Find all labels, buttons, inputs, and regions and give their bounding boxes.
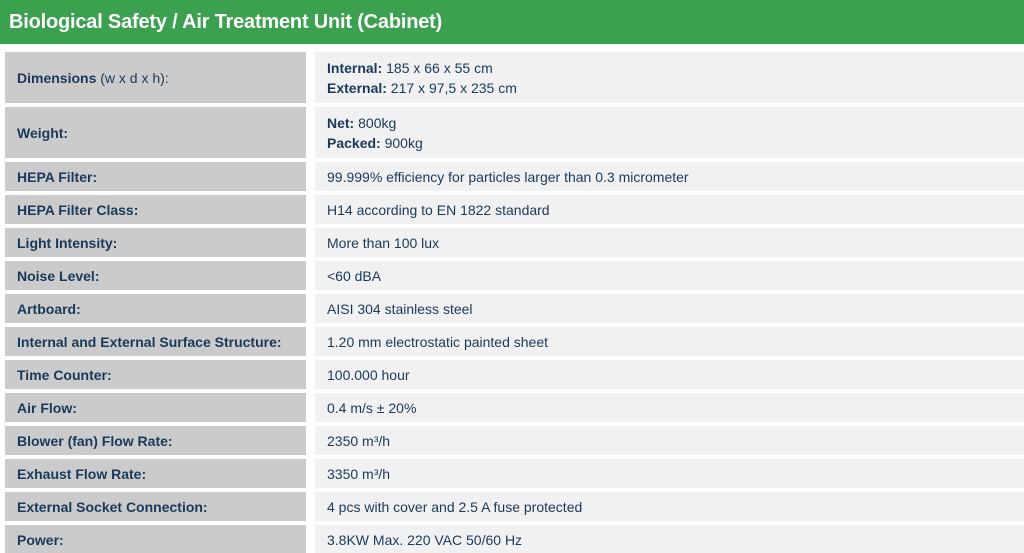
spec-value-line: AISI 304 stainless steel [327,300,473,317]
spec-value: 0.4 m/s ± 20% [315,393,1024,422]
spec-row: Weight: Net: 800kg Packed: 900kg [0,107,1024,158]
spec-label: Weight: [5,107,306,158]
spec-value: Internal: 185 x 66 x 55 cm External: 217 … [315,52,1024,103]
spec-value-prefix: External: [327,79,387,96]
page-title: Biological Safety / Air Treatment Unit (… [9,10,443,33]
spec-row: Light Intensity: More than 100 lux [0,228,1024,257]
spec-label: Blower (fan) Flow Rate: [5,426,306,455]
spec-value: 100.000 hour [315,360,1024,389]
spec-label-bold: Exhaust Flow Rate: [17,465,147,482]
spec-label: Light Intensity: [5,228,306,257]
spec-row: Internal and External Surface Structure:… [0,327,1024,356]
spec-label-bold: HEPA Filter Class: [17,201,139,218]
spec-label: External Socket Connection: [5,492,306,521]
spec-value-line: External: 217 x 97,5 x 235 cm [327,79,517,96]
spec-label: Dimensions (w x d x h): [5,52,306,103]
spec-label-bold: Noise Level: [17,267,100,284]
spec-label: Exhaust Flow Rate: [5,459,306,488]
spec-value: 3.8KW Max. 220 VAC 50/60 Hz [315,525,1024,553]
header-bar: Biological Safety / Air Treatment Unit (… [0,0,1024,44]
spec-value-line: Internal: 185 x 66 x 55 cm [327,59,493,76]
spec-row: HEPA Filter Class: H14 according to EN 1… [0,195,1024,224]
spec-value-line: 100.000 hour [327,366,410,383]
spec-value-prefix: Net: [327,114,355,131]
spec-row: Time Counter: 100.000 hour [0,360,1024,389]
spec-label-bold: Artboard: [17,300,81,317]
spec-value-line: 0.4 m/s ± 20% [327,399,417,416]
spec-label-bold: Light Intensity: [17,234,118,251]
spec-label-rest: (w x d x h): [96,69,169,86]
spec-value: Net: 800kg Packed: 900kg [315,107,1024,158]
spec-label-bold: Blower (fan) Flow Rate: [17,432,173,449]
spec-label-bold: Dimensions [17,69,97,86]
spec-value: More than 100 lux [315,228,1024,257]
spec-value: 99.999% efficiency for particles larger … [315,162,1024,191]
spec-label-bold: HEPA Filter: [17,168,98,185]
spec-value-line: 99.999% efficiency for particles larger … [327,168,689,185]
spec-row: Power: 3.8KW Max. 220 VAC 50/60 Hz [0,525,1024,553]
spec-label-bold: Power: [17,531,64,548]
spec-value-line: 1.20 mm electrostatic painted sheet [327,333,549,350]
spec-table: Dimensions (w x d x h): Internal: 185 x … [0,52,1024,553]
spec-value-line: 3350 m³/h [327,465,391,482]
spec-row: Exhaust Flow Rate: 3350 m³/h [0,459,1024,488]
spec-value-line: More than 100 lux [327,234,440,251]
spec-value: 3350 m³/h [315,459,1024,488]
spec-label-bold: Weight: [17,124,69,141]
spec-label: Air Flow: [5,393,306,422]
spec-label-bold: Time Counter: [17,366,112,383]
spec-value-line: Net: 800kg [327,114,397,131]
spec-value: <60 dBA [315,261,1024,290]
spec-value-line: 4 pcs with cover and 2.5 A fuse protecte… [327,498,583,515]
spec-value-line: 3.8KW Max. 220 VAC 50/60 Hz [327,531,523,548]
spec-row: Blower (fan) Flow Rate: 2350 m³/h [0,426,1024,455]
spec-value: 4 pcs with cover and 2.5 A fuse protecte… [315,492,1024,521]
spec-row: Dimensions (w x d x h): Internal: 185 x … [0,52,1024,103]
spec-label: Artboard: [5,294,306,323]
spec-row: Air Flow: 0.4 m/s ± 20% [0,393,1024,422]
spec-value-line: <60 dBA [327,267,382,284]
spec-label: Internal and External Surface Structure: [5,327,306,356]
spec-label-bold: Internal and External Surface Structure: [17,333,282,350]
spec-row: External Socket Connection: 4 pcs with c… [0,492,1024,521]
spec-value-prefix: Packed: [327,134,381,151]
spec-row: Noise Level: <60 dBA [0,261,1024,290]
spec-label: Time Counter: [5,360,306,389]
spec-value: H14 according to EN 1822 standard [315,195,1024,224]
spec-value-line: H14 according to EN 1822 standard [327,201,550,218]
spec-label-bold: External Socket Connection: [17,498,208,515]
spec-row: Artboard: AISI 304 stainless steel [0,294,1024,323]
spec-value-prefix: Internal: [327,59,383,76]
spec-value-line: Packed: 900kg [327,134,423,151]
spec-label: Power: [5,525,306,553]
spec-value: 2350 m³/h [315,426,1024,455]
spec-value-line: 2350 m³/h [327,432,391,449]
spec-row: HEPA Filter: 99.999% efficiency for part… [0,162,1024,191]
spec-value: 1.20 mm electrostatic painted sheet [315,327,1024,356]
spec-label-bold: Air Flow: [17,399,77,416]
spec-value: AISI 304 stainless steel [315,294,1024,323]
spec-label: Noise Level: [5,261,306,290]
spec-label: HEPA Filter: [5,162,306,191]
spec-label: HEPA Filter Class: [5,195,306,224]
